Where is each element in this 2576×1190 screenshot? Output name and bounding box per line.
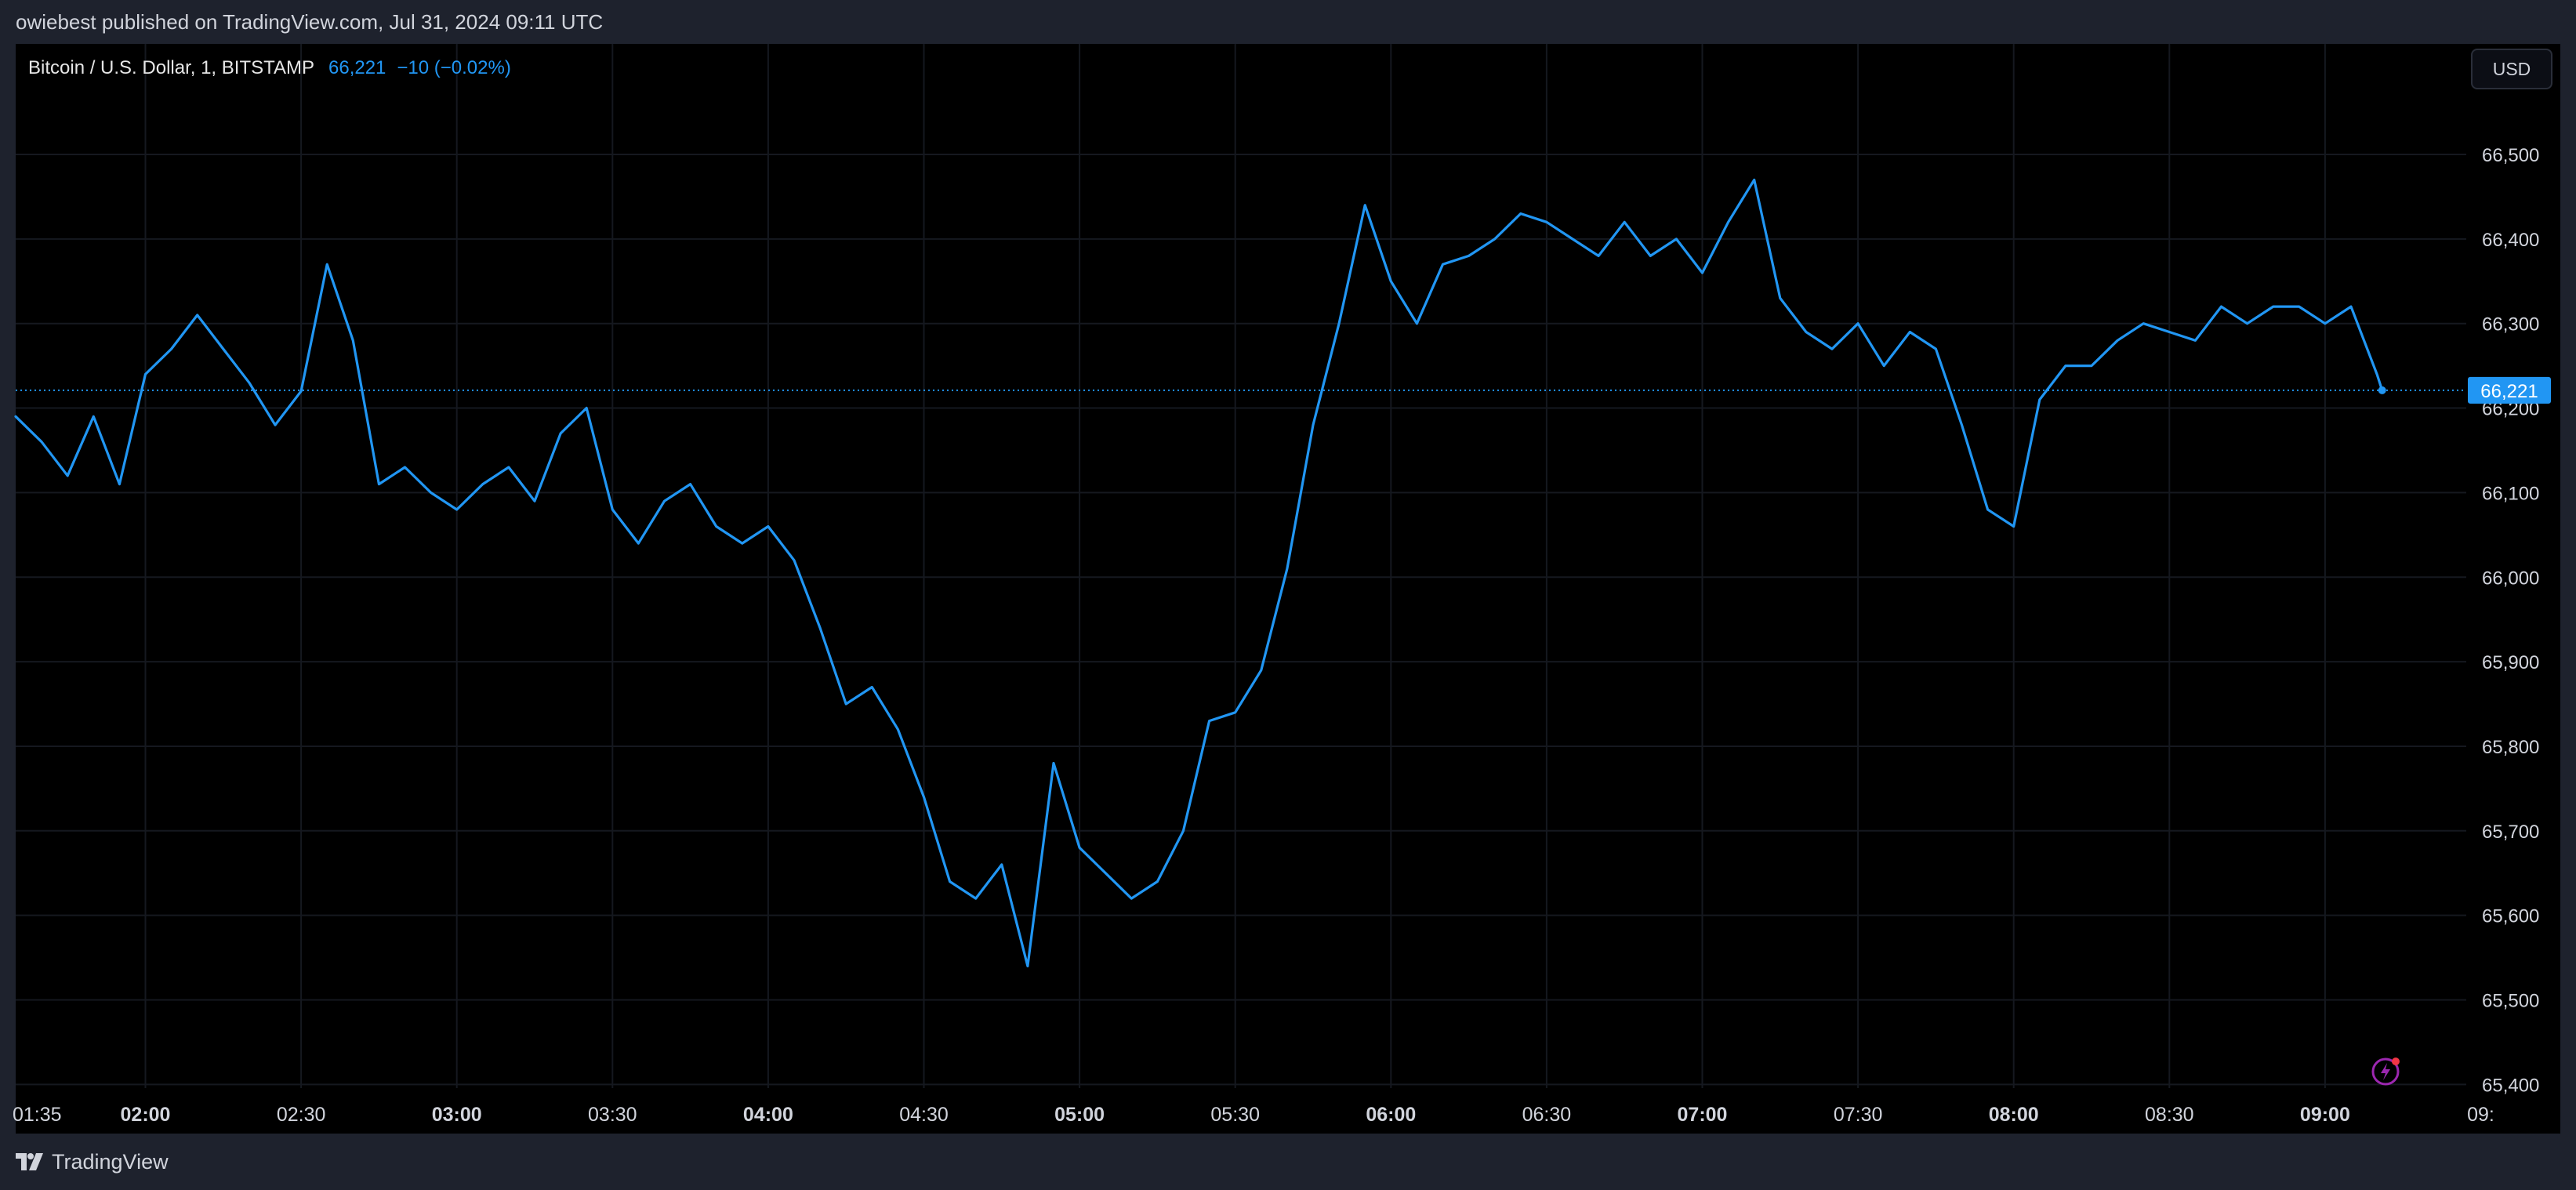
x-tick-label: 06:00 xyxy=(1366,1104,1416,1126)
chart-pane[interactable] xyxy=(16,44,2466,1088)
brand-name[interactable]: TradingView xyxy=(52,1149,169,1174)
x-tick-label: 03:00 xyxy=(432,1104,482,1126)
last-price-tag xyxy=(2468,376,2551,404)
x-tick-label: 08:30 xyxy=(2145,1104,2194,1126)
y-tick-label: 66,400 xyxy=(2482,230,2539,251)
time-axis[interactable] xyxy=(16,1088,2466,1134)
last-price-tag-label: 66,221 xyxy=(2480,381,2538,402)
y-tick-label: 66,500 xyxy=(2482,145,2539,166)
publisher-info: owiebest published on TradingView.com, J… xyxy=(16,9,604,34)
footer: TradingView xyxy=(0,1134,2576,1190)
x-tick-label: 02:30 xyxy=(277,1104,326,1126)
chart-legend: Bitcoin / U.S. Dollar, 1, BITSTAMP 66,22… xyxy=(28,55,511,82)
legend-change: −10 (−0.02%) xyxy=(397,57,511,78)
y-tick-label: 65,800 xyxy=(2482,737,2539,758)
x-tick-label: 09: xyxy=(2467,1104,2494,1126)
x-tick-label: 01:35 xyxy=(13,1104,62,1126)
y-tick-label: 65,900 xyxy=(2482,652,2539,673)
currency-button[interactable]: USD xyxy=(2471,49,2552,89)
y-tick-label: 66,300 xyxy=(2482,314,2539,336)
x-tick-label: 05:00 xyxy=(1054,1104,1105,1126)
lightning-icon[interactable] xyxy=(2371,1055,2402,1087)
x-tick-label: 08:00 xyxy=(1989,1104,2039,1126)
x-tick-label: 07:30 xyxy=(1834,1104,1883,1126)
y-tick-label: 66,000 xyxy=(2482,568,2539,589)
x-tick-label: 05:30 xyxy=(1210,1104,1260,1126)
y-tick-label: 65,700 xyxy=(2482,822,2539,843)
y-tick-label: 66,100 xyxy=(2482,483,2539,504)
x-tick-label: 04:30 xyxy=(899,1104,949,1126)
x-tick-label: 06:30 xyxy=(1522,1104,1572,1126)
x-tick-label: 04:00 xyxy=(743,1104,793,1126)
last-price-dot xyxy=(2378,386,2386,394)
price-series-line xyxy=(14,178,2384,967)
x-tick-label: 07:00 xyxy=(1678,1104,1728,1126)
x-tick-label: 03:30 xyxy=(588,1104,637,1126)
price-axis[interactable] xyxy=(2466,44,2560,1134)
y-tick-label: 65,400 xyxy=(2482,1075,2539,1096)
x-tick-label: 09:00 xyxy=(2300,1104,2350,1126)
x-tick-label: 02:00 xyxy=(121,1104,171,1126)
legend-last-price: 66,221 xyxy=(328,57,386,78)
publish-header: owiebest published on TradingView.com, J… xyxy=(0,0,2576,44)
symbol-title[interactable]: Bitcoin / U.S. Dollar, 1, BITSTAMP xyxy=(28,57,314,78)
y-tick-label: 65,600 xyxy=(2482,906,2539,927)
tradingview-logo-icon[interactable] xyxy=(16,1153,44,1170)
y-tick-label: 65,500 xyxy=(2482,991,2539,1012)
